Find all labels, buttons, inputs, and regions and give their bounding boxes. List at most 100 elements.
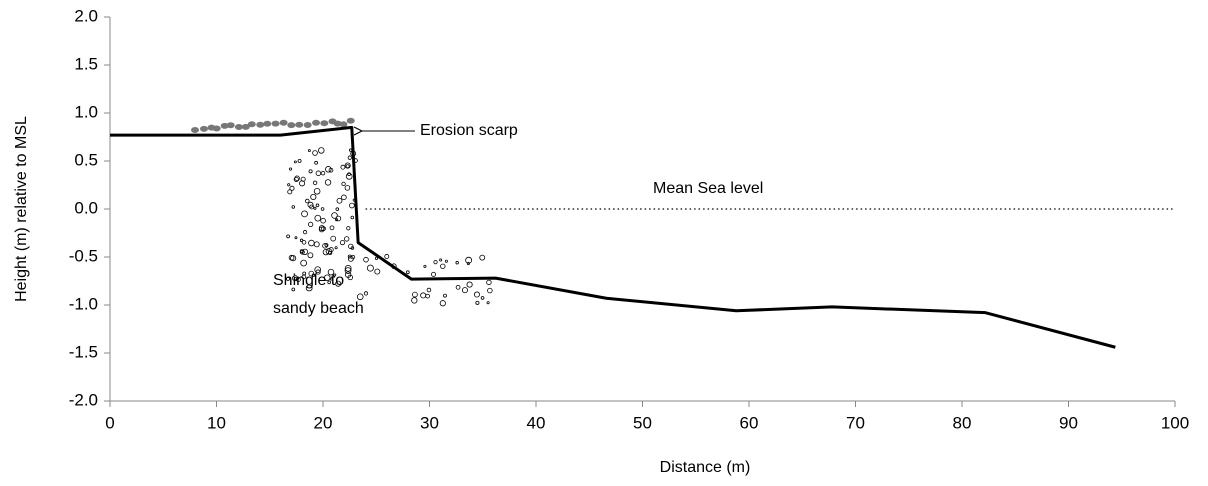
gravel [307,149,311,152]
gravel [287,189,293,195]
x-tick-label: 100 [1161,413,1189,432]
annotation: Mean Sea level [653,180,763,197]
profile-line [110,125,1116,349]
y-tick-label: 1.0 [74,102,98,121]
gravel [313,206,317,210]
gravel [318,226,325,233]
gravel [341,194,347,201]
gravel [299,249,304,254]
vegetation [263,120,272,127]
vegetation [295,121,304,128]
gravel [405,270,410,275]
gravel [300,259,307,267]
gravel [299,238,304,243]
gravel [479,254,486,261]
vegetation [339,121,348,128]
gravel [301,210,308,218]
gravel [486,301,490,305]
gravel [455,284,461,290]
gravel [412,291,418,298]
gravel [473,291,480,298]
gravel [374,268,381,275]
gravel [315,170,322,176]
gravel [440,263,446,269]
gravel [345,173,353,180]
gravel [363,256,369,263]
annotation: Shingle to [273,272,344,289]
gravel [327,280,331,285]
vegetation [271,120,280,127]
y-tick-label: -0.5 [69,246,98,265]
gravel [295,277,301,282]
gravel [344,264,352,272]
y-axis-title: Height (m) relative to MSL [13,116,30,302]
gravel [312,180,318,186]
vegetation [199,125,208,132]
gravel [313,188,321,195]
gravel [331,212,338,219]
x-tick-label: 20 [314,413,333,432]
gravel [327,268,335,276]
gravel [308,270,315,277]
gravel [346,226,351,231]
gravel [347,172,351,177]
y-tick-label: 0.0 [74,198,98,217]
vegetation [303,122,312,129]
gravel [347,274,354,281]
gravel [293,160,297,164]
gravel [439,300,446,307]
gravel [334,246,338,250]
gravel [363,291,369,296]
x-tick-label: 60 [740,413,759,432]
gravel [335,280,342,287]
gravel [291,287,296,292]
gravel [286,234,290,239]
y-tick-label: -1.0 [69,294,98,313]
gravel [344,185,351,191]
gravel [443,293,447,298]
gravel [420,292,427,299]
annotation: Erosion scarp [420,122,518,139]
y-tick-label: 1.5 [74,54,98,73]
gravel [439,258,443,262]
vegetation [287,122,296,129]
vegetation [234,124,243,131]
gravel [384,254,390,259]
x-tick-label: 30 [420,413,439,432]
x-tick-label: 40 [527,413,546,432]
gravel [345,164,350,169]
gravel [487,287,493,294]
gravel [292,275,299,282]
gravel [307,221,314,228]
vegetation [346,117,355,124]
gravel [350,246,355,250]
gravel [340,164,346,170]
gravel [330,235,337,242]
vegetation [191,126,199,133]
gravel [486,279,492,286]
gravel [336,197,343,204]
vegetation [220,122,229,129]
gravel [310,193,317,201]
gravel [324,179,332,186]
y-tick-label: 0.5 [74,150,98,169]
gravel [335,218,339,222]
gravel [301,248,309,256]
gravel [307,252,314,259]
beach-decoration [191,117,493,307]
gravel [480,296,485,300]
gravel [314,214,322,222]
gravel [344,236,350,242]
x-tick-label: 70 [846,413,865,432]
gravel [426,287,432,293]
gravel [314,160,318,165]
gravel [297,158,302,163]
gravel [307,201,314,208]
gravel [315,269,321,275]
gravel [322,243,328,249]
vegetation [212,125,221,132]
gravel [423,264,427,268]
gravel [433,259,438,265]
y-tick-label: -1.5 [69,342,98,361]
gravel [425,293,430,299]
